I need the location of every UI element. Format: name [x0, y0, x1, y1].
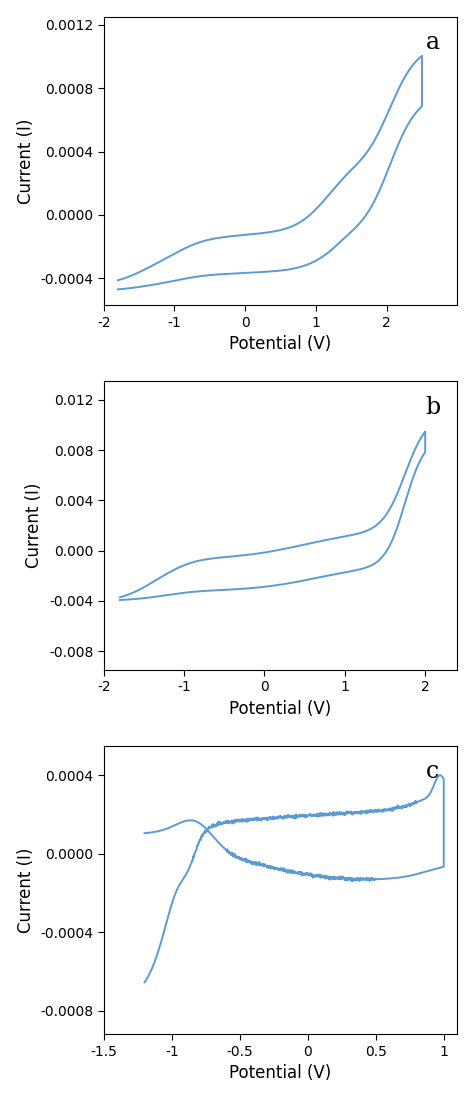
Text: b: b	[426, 396, 441, 419]
X-axis label: Potential (V): Potential (V)	[229, 1064, 332, 1083]
Y-axis label: Current (I): Current (I)	[17, 847, 35, 933]
X-axis label: Potential (V): Potential (V)	[229, 335, 332, 354]
Text: a: a	[426, 31, 439, 54]
Y-axis label: Current (I): Current (I)	[26, 482, 44, 568]
Text: c: c	[426, 761, 438, 784]
Y-axis label: Current (I): Current (I)	[17, 119, 35, 203]
X-axis label: Potential (V): Potential (V)	[229, 700, 332, 718]
